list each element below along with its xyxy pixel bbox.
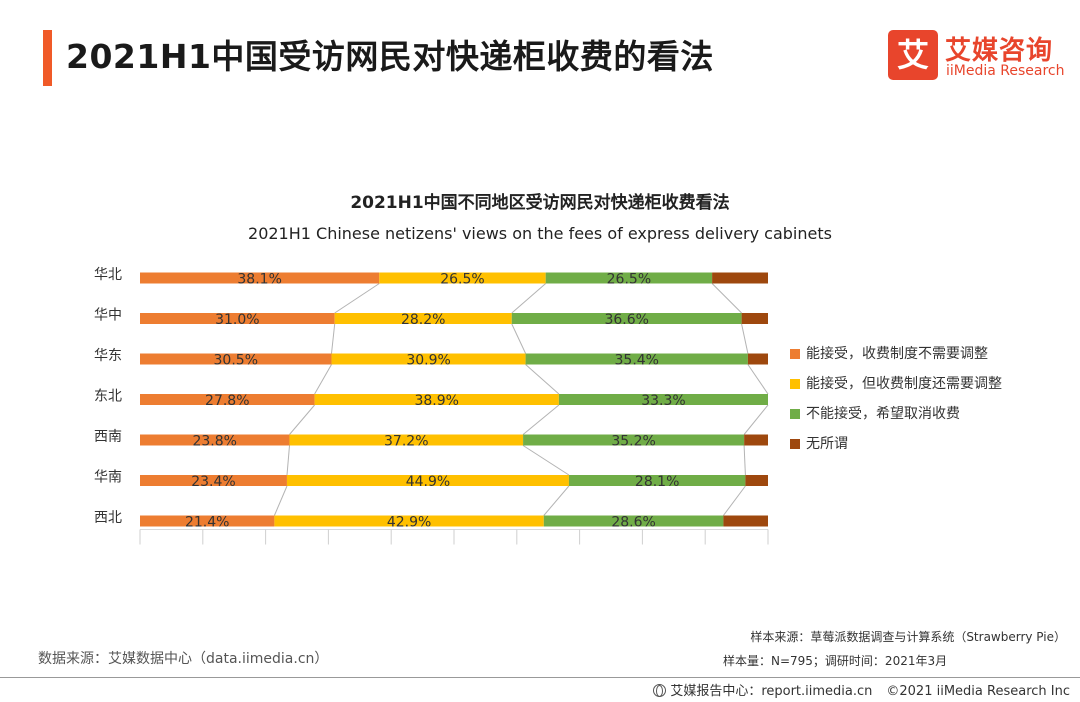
data-label: 30.5% [214,353,258,369]
chart-title: 2021H1中国不同地区受访网民对快递柜收费看法 [350,193,730,213]
logo-mark: 艾 [888,30,938,80]
series-line [741,323,749,354]
legend-label: 无所谓 [806,436,848,452]
data-label: 36.6% [604,312,648,328]
data-label: 26.5% [440,272,484,288]
data-label: 23.8% [192,434,236,450]
data-label: 28.6% [611,515,655,531]
data-label: 28.1% [635,474,679,490]
data-label: 23.4% [191,474,235,490]
category-label: 华东 [94,348,122,364]
logo-name-cn: 艾媒咨询 [945,36,1054,66]
bar-segment [140,515,275,527]
series-line [334,283,380,314]
legend-swatch [790,439,800,449]
bar-segment [747,353,768,365]
brand-logo: 艾 艾媒咨询 iiMedia Research [888,30,1068,86]
series-line [522,404,560,435]
series-line [743,445,746,476]
series-line [511,283,547,314]
copyright: ©2021 iiMedia Research Inc [886,684,1070,699]
bar-segment [274,515,544,527]
bar-segment [334,313,512,324]
bar-segment [545,272,713,284]
series-line [722,485,746,516]
series-line [522,445,570,476]
data-label: 35.2% [611,434,655,450]
bar-segment [331,353,526,365]
data-label: 38.9% [414,393,458,409]
page-title: 2021H1中国受访网民对快递柜收费的看法 [66,37,714,76]
report-center-link[interactable]: 艾媒报告中心：report.iimedia.cn [670,684,873,699]
series-line [525,364,560,395]
bar-segment [523,434,745,446]
globe-icon [653,684,667,697]
series-line [286,445,290,476]
data-label: 31.0% [215,312,259,328]
bar-segment [744,434,768,446]
legend-swatch [790,409,800,419]
category-label: 华北 [94,267,122,283]
series-line [273,485,288,516]
series-line [511,323,527,354]
bar-segment [558,394,768,405]
bar-segment [712,272,768,284]
data-label: 35.4% [615,353,659,369]
legend-swatch [790,349,800,359]
category-label: 华南 [94,470,122,486]
sample-source: 样本来源：草莓派数据调查与计算系统（Strawberry Pie） [750,630,1066,644]
bar-segment [140,272,380,284]
bar-segment [140,434,290,446]
logo-name-en: iiMedia Research [946,63,1065,79]
footer-divider [0,677,1080,678]
bar-segment [741,313,768,324]
series-line [331,323,336,354]
bar-segment [511,313,742,324]
bar-segment [379,272,546,284]
data-label: 42.9% [387,515,431,531]
bar-segment [745,475,768,486]
series-line [314,364,332,395]
category-label: 东北 [94,389,122,405]
bar-segment [140,394,315,405]
bar-segment [314,394,559,405]
data-label: 38.1% [237,272,281,288]
series-line [711,283,742,314]
data-label: 26.5% [607,272,651,288]
series-line [543,485,570,516]
data-label: 37.2% [384,434,428,450]
data-label: 44.9% [406,474,450,490]
data-label: 27.8% [205,393,249,409]
data-label: 28.2% [401,312,445,328]
logo-mark-glyph: 艾 [896,36,929,74]
bar-segment [723,515,768,527]
category-label: 西南 [94,429,122,445]
chart-subtitle: 2021H1 Chinese netizens' views on the fe… [248,224,832,243]
category-label: 华中 [94,308,122,324]
bar-segment [140,475,287,486]
title-accent-bar [43,30,52,86]
bar-segment [289,434,524,446]
data-label: 21.4% [185,515,229,531]
bar-segment [543,515,724,527]
series-line [743,404,769,435]
data-label: 30.9% [406,353,450,369]
bar-segment [286,475,569,486]
bar-segment [140,313,335,324]
data-source: 数据来源：艾媒数据中心（data.iimedia.cn） [38,651,329,667]
legend-swatch [790,379,800,389]
bar-segment [140,353,332,365]
series-line [747,364,769,395]
series-line [289,404,315,435]
category-label: 西北 [94,510,122,526]
bar-segment [568,475,746,486]
legend-label: 不能接受，希望取消收费 [806,406,960,422]
footer-credits: 艾媒报告中心：report.iimedia.cn ©2021 iiMedia Re… [653,680,1070,699]
sample-info: 样本量：N=795；调研时间：2021年3月 [723,654,948,668]
legend-label: 能接受，但收费制度还需要调整 [806,376,1002,392]
data-label: 33.3% [641,393,685,409]
legend-label: 能接受，收费制度不需要调整 [806,346,988,362]
bar-segment [525,353,748,365]
